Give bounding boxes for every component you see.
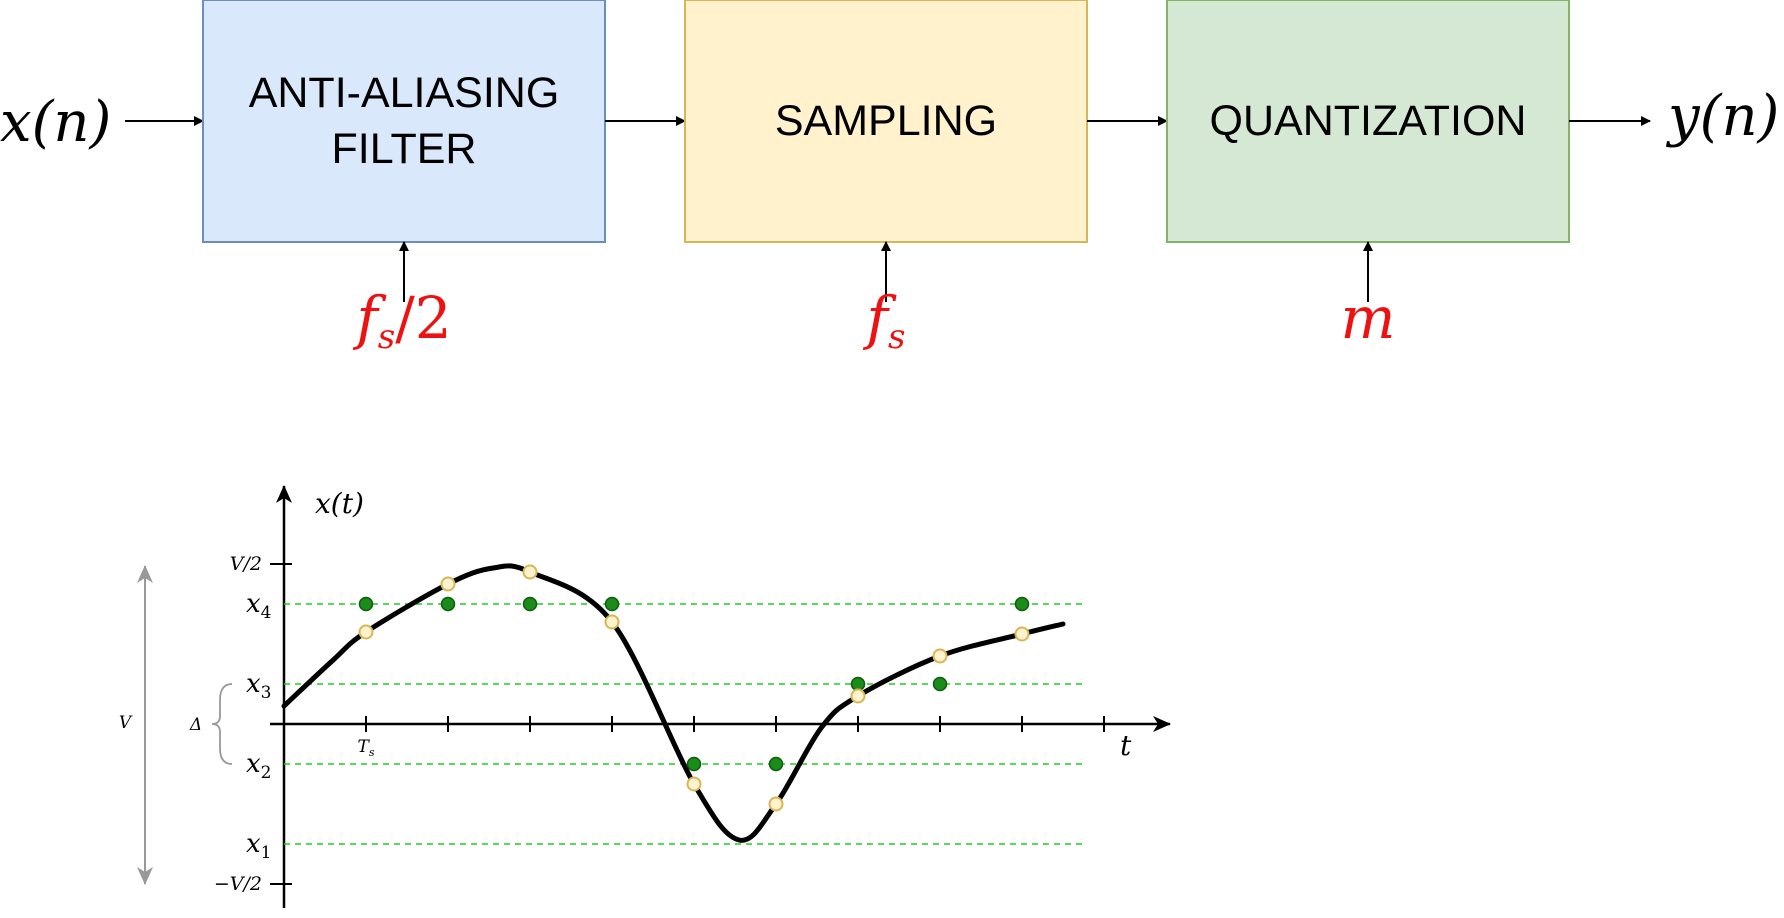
original-samples — [358, 564, 1030, 812]
v-half-label: V/2 — [230, 553, 262, 575]
sampling-block — [684, 0, 1088, 243]
quantized-sample-4 — [604, 596, 620, 612]
step-brace — [211, 683, 233, 765]
range-label: V — [119, 713, 133, 733]
original-sample-3 — [522, 564, 538, 580]
output-signal-label: y(n) — [1665, 84, 1779, 149]
quantization-bits-label: m — [1341, 284, 1396, 352]
original-sample-7 — [850, 688, 866, 704]
original-sample-5 — [686, 776, 702, 792]
original-sample-2 — [440, 576, 456, 592]
level-label-x3: x3 — [246, 669, 272, 703]
y-axis-label: x(t) — [315, 487, 364, 520]
quantized-samples — [358, 596, 1030, 772]
original-sample-4 — [604, 614, 620, 630]
sampling-rate-label: fs — [863, 284, 906, 357]
quantized-sample-1 — [358, 596, 374, 612]
quantization-levels: x4 x3 x2 x1 — [246, 589, 1085, 863]
sample-ticks — [365, 716, 1105, 732]
quantized-sample-9 — [1014, 596, 1030, 612]
x-axis-label: t — [1120, 729, 1132, 762]
quantized-sample-3 — [522, 596, 538, 612]
anti-aliasing-cutoff-label: fs/2 — [352, 284, 451, 357]
level-label-x4: x4 — [246, 589, 272, 623]
anti-aliasing-filter-label-line-1: ANTI-ALIASING — [249, 69, 560, 117]
input-signal-label: x(n) — [0, 90, 111, 155]
sample-period-label: Ts — [358, 737, 375, 759]
pipeline: x(n) ANTI-ALIASING FILTER fs/2 SAMPLING … — [0, 0, 1779, 357]
original-sample-9 — [1014, 626, 1030, 642]
anti-aliasing-filter-block — [202, 0, 606, 243]
original-sample-1 — [358, 624, 374, 640]
step-label: Δ — [189, 715, 202, 735]
quantized-sample-6 — [768, 756, 784, 772]
quantized-sample-2 — [440, 596, 456, 612]
quantized-sample-8 — [932, 676, 948, 692]
level-label-x1: x1 — [246, 829, 272, 863]
level-label-x2: x2 — [246, 749, 272, 783]
signal-curve — [281, 563, 1066, 843]
anti-aliasing-filter-label-line-2: FILTER — [332, 125, 477, 173]
quantization-plot: x(t) t V/2 −V/2 x4 x3 x2 x1 Ts V Δ — [119, 485, 1171, 908]
original-sample-8 — [932, 648, 948, 664]
quantized-sample-5 — [686, 756, 702, 772]
sampling-label: SAMPLING — [775, 97, 997, 145]
original-sample-6 — [768, 796, 784, 812]
quantization-label: QUANTIZATION — [1210, 97, 1527, 145]
neg-v-half-label: −V/2 — [214, 873, 262, 895]
